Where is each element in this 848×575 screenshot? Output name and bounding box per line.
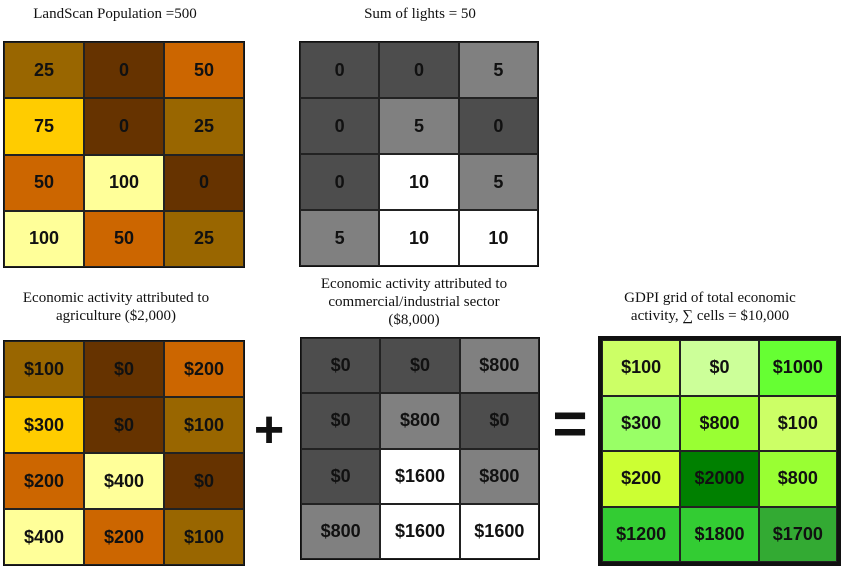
gdpi-cell: $800	[758, 451, 837, 507]
equals-operator: =	[552, 390, 588, 457]
landscan-cell: 75	[4, 98, 84, 155]
lights-cell: 0	[379, 42, 459, 98]
gdpi-cell: $100	[602, 340, 681, 396]
agriculture-cell: $0	[84, 341, 164, 397]
gdpi-cell: $1700	[758, 506, 837, 562]
agriculture-cell: $200	[164, 341, 244, 397]
lights-cell: 0	[458, 98, 538, 154]
agriculture-cell: $100	[164, 397, 244, 453]
gdpi-cell: $1800	[680, 506, 759, 562]
lights-cell: 5	[300, 210, 380, 266]
agriculture-grid: $100 $0 $200 $300 $0 $100 $200 $400 $0 $400 $200 $1…	[3, 340, 245, 566]
landscan-cell: 0	[164, 154, 244, 211]
commercial-cell: $800	[459, 338, 539, 394]
gdpi-grid: $100 $0 $1000 $300 $800 $100 $200 $2000 $800 $120…	[598, 336, 841, 566]
landscan-cell: 25	[164, 98, 244, 155]
lights-grid: 0 0 5 0 5 0 0 10 5 5 10 10	[299, 41, 539, 267]
agriculture-cell: $200	[84, 509, 164, 565]
agriculture-cell: $0	[84, 397, 164, 453]
agriculture-cell: $400	[84, 453, 164, 509]
gdpi-caption: GDPI grid of total economic activity, ∑ …	[624, 290, 796, 324]
lights-cell: 5	[458, 42, 538, 98]
landscan-cell: 100	[4, 210, 84, 267]
gdpi-cell: $100	[758, 395, 837, 451]
agriculture-cell: $100	[164, 509, 244, 565]
landscan-cell: 0	[84, 42, 164, 99]
commercial-cell: $0	[301, 448, 381, 504]
landscan-cell: 50	[164, 42, 244, 99]
commercial-grid: $0 $0 $800 $0 $800 $0 $0 $1600 $800 $800 $1600 $160…	[300, 337, 540, 560]
agriculture-cell: $300	[4, 397, 84, 453]
lights-cell: 0	[300, 98, 380, 154]
lights-cell: 10	[379, 154, 459, 210]
landscan-cell: 100	[84, 154, 164, 211]
agriculture-cell: $400	[4, 509, 84, 565]
commercial-cell: $1600	[459, 503, 539, 559]
gdpi-cell: $2000	[680, 451, 759, 507]
commercial-caption: Economic activity attributed to commerci…	[320, 276, 508, 328]
commercial-cell: $1600	[380, 448, 460, 504]
landscan-grid: 25 0 50 75 0 25 50 100 0 100 50 25	[3, 41, 245, 268]
gdpi-cell: $1000	[758, 340, 837, 396]
landscan-cell: 50	[84, 210, 164, 267]
gdpi-cell: $800	[680, 395, 759, 451]
lights-cell: 10	[458, 210, 538, 266]
commercial-cell: $0	[380, 338, 460, 394]
plus-operator: +	[253, 401, 285, 459]
landscan-caption: LandScan Population =500	[33, 6, 197, 22]
lights-cell: 5	[458, 154, 538, 210]
commercial-cell: $800	[380, 393, 460, 449]
agriculture-caption: Economic activity attributed to agricult…	[22, 290, 210, 324]
lights-cell: 0	[300, 42, 380, 98]
commercial-cell: $800	[301, 503, 381, 559]
lights-cell: 10	[379, 210, 459, 266]
lights-cell: 0	[300, 154, 380, 210]
commercial-cell: $0	[301, 338, 381, 394]
lights-cell: 5	[379, 98, 459, 154]
agriculture-cell: $100	[4, 341, 84, 397]
gdpi-cell: $200	[602, 451, 681, 507]
gdpi-cell: $300	[602, 395, 681, 451]
gdpi-cell: $1200	[602, 506, 681, 562]
landscan-cell: 50	[4, 154, 84, 211]
agriculture-cell: $200	[4, 453, 84, 509]
lights-caption: Sum of lights = 50	[364, 6, 476, 22]
commercial-cell: $0	[459, 393, 539, 449]
agriculture-cell: $0	[164, 453, 244, 509]
commercial-cell: $0	[301, 393, 381, 449]
commercial-cell: $1600	[380, 503, 460, 559]
landscan-cell: 25	[4, 42, 84, 99]
commercial-cell: $800	[459, 448, 539, 504]
landscan-cell: 0	[84, 98, 164, 155]
landscan-cell: 25	[164, 210, 244, 267]
gdpi-cell: $0	[680, 340, 759, 396]
